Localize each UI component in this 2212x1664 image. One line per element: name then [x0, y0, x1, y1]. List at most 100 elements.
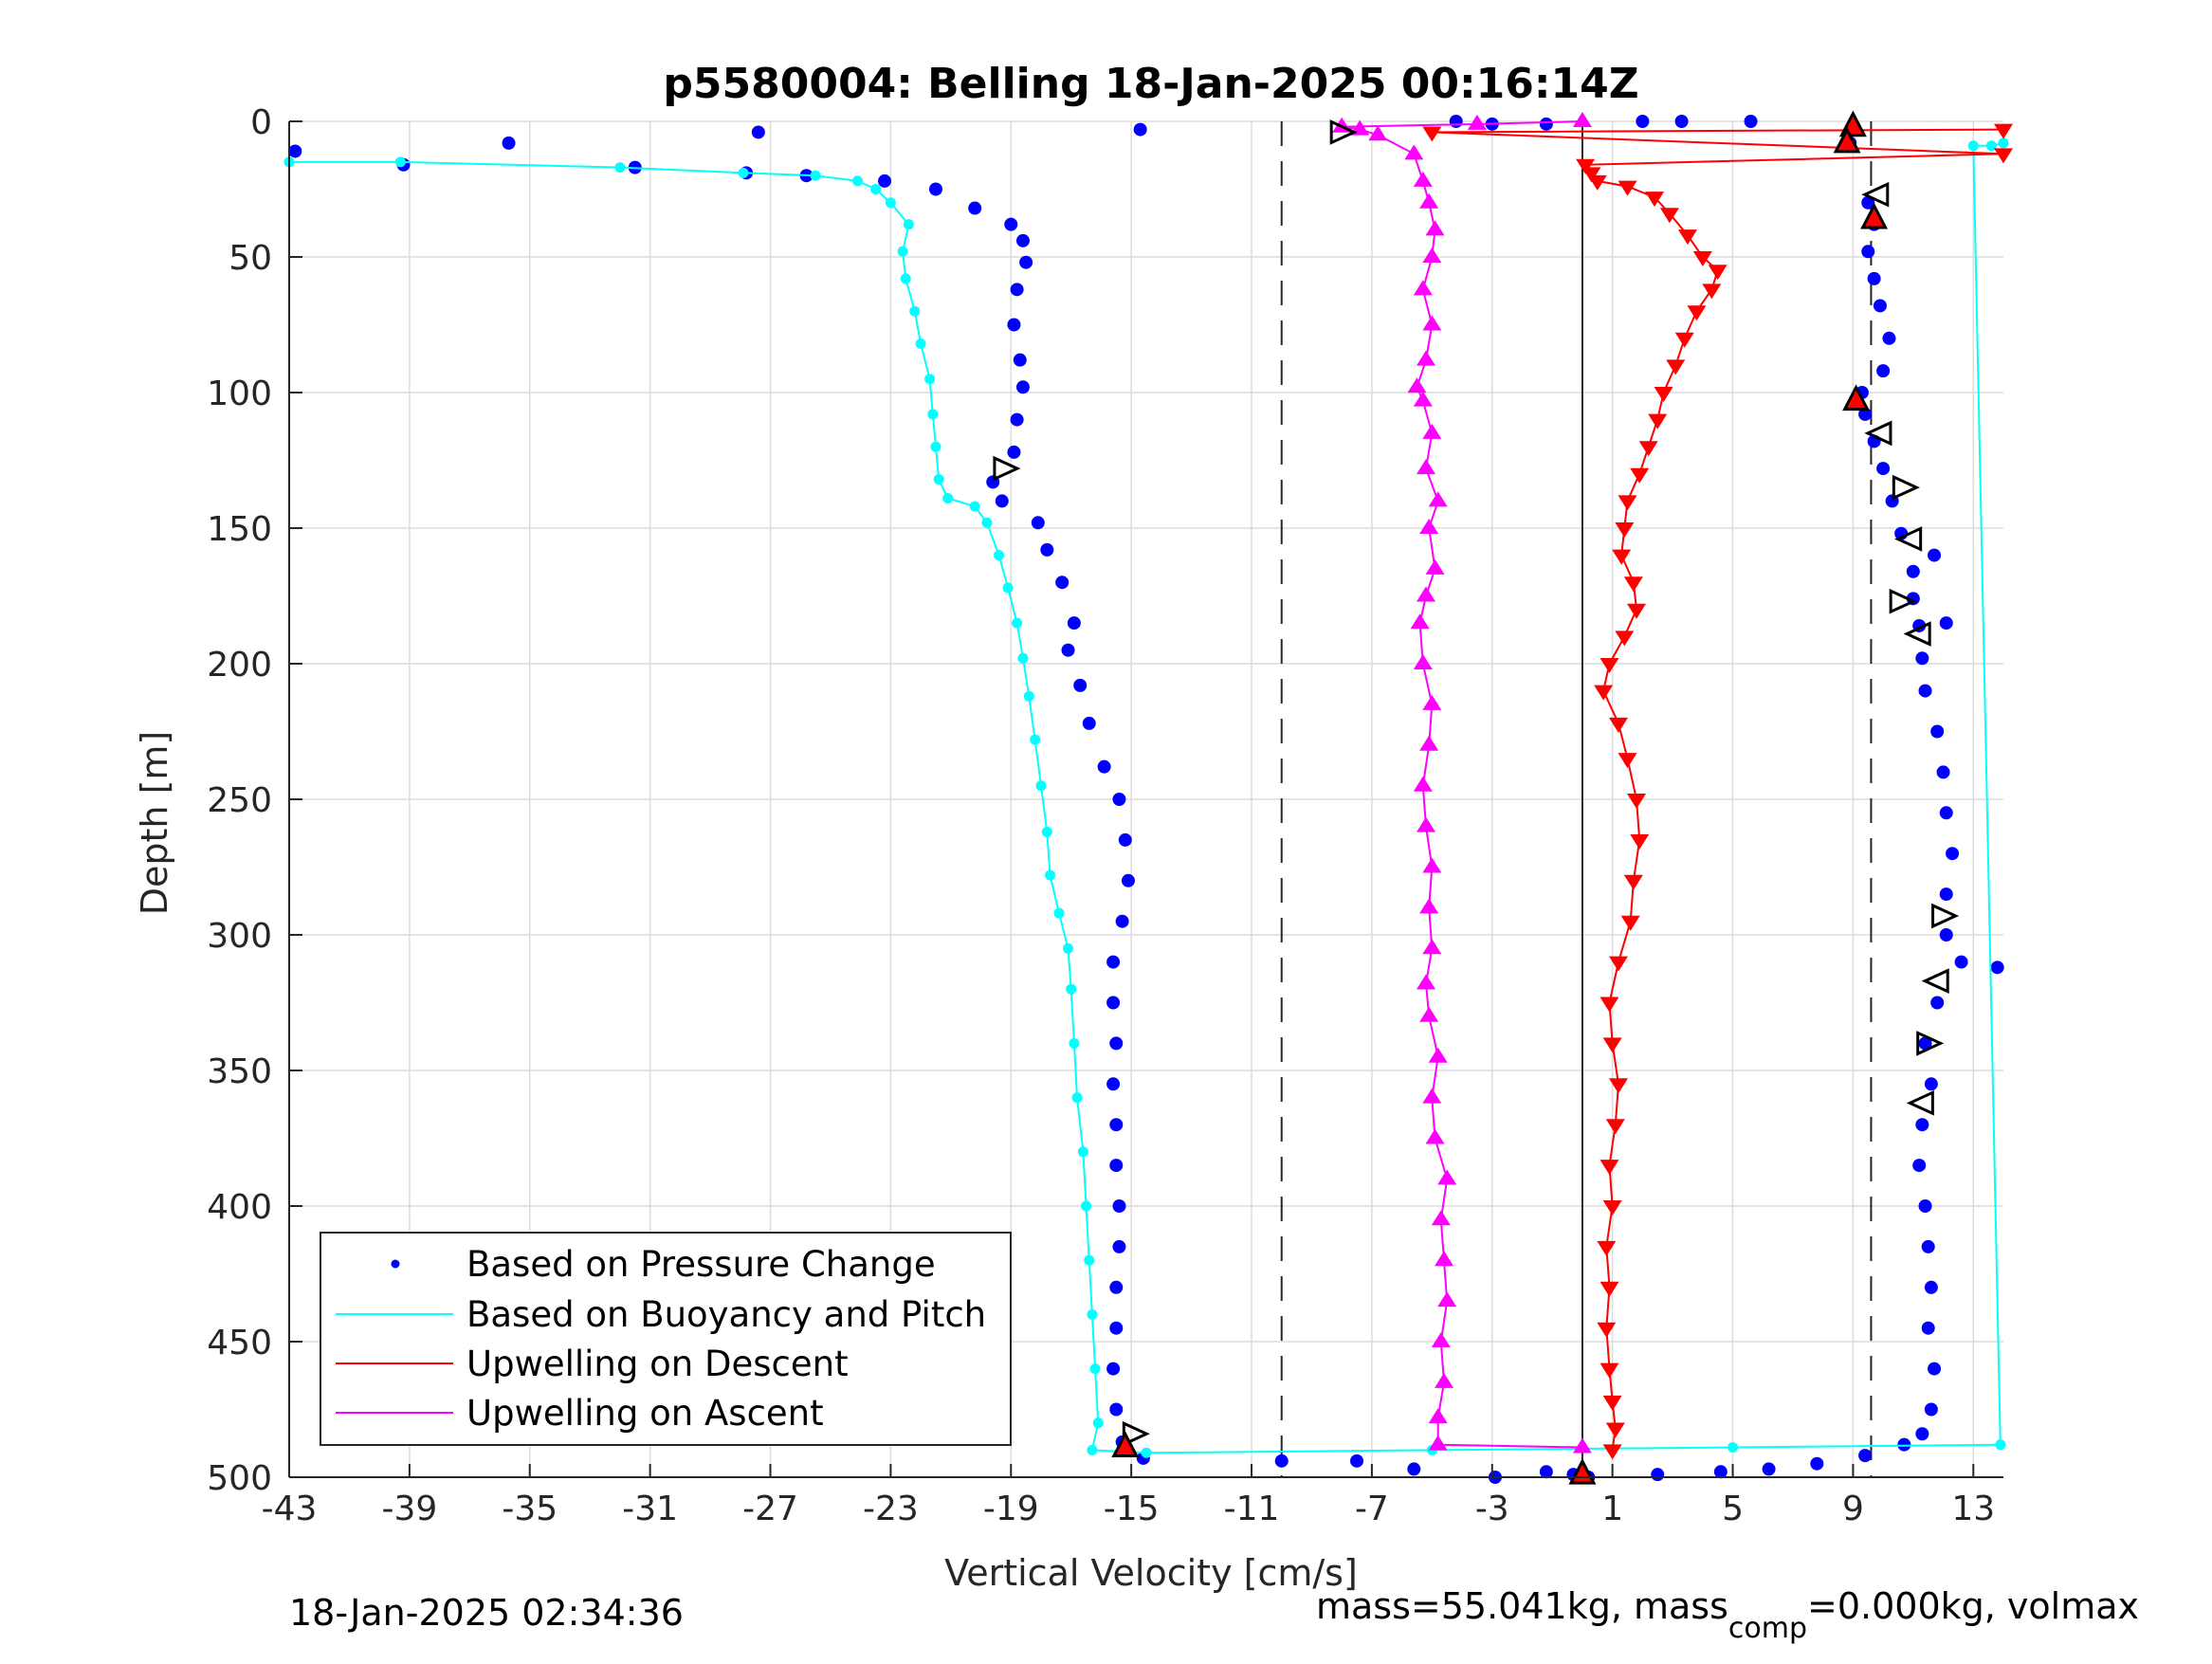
legend-label-pressure: Based on Pressure Change [466, 1244, 936, 1285]
y-tick-label: 150 [207, 510, 272, 549]
data-point-pressure [1097, 759, 1111, 774]
data-point-descent [1659, 208, 1679, 224]
data-point-pressure [968, 201, 982, 215]
data-point-buoyancy [870, 184, 882, 194]
data-point-pressure [1810, 1456, 1824, 1471]
data-point-buoyancy [1077, 1146, 1088, 1158]
data-point-pressure [502, 136, 516, 150]
data-point-pressure [1930, 996, 1945, 1010]
data-point-ascent [1422, 247, 1442, 263]
data-point-pressure [1861, 195, 1875, 210]
data-point-pressure [1106, 996, 1121, 1010]
data-point-pressure [1762, 1462, 1776, 1476]
y-tick-label: 0 [250, 103, 272, 142]
data-point-buoyancy [1023, 690, 1034, 702]
open-triangle-marker [1931, 903, 1960, 929]
data-point-descent [1597, 1322, 1617, 1338]
data-point-ascent [1435, 1251, 1454, 1267]
data-point-ascent [1422, 857, 1442, 873]
data-point-pressure [1015, 233, 1030, 247]
data-point-pressure [1921, 1321, 1935, 1335]
data-point-buoyancy [614, 162, 626, 174]
data-point-ascent [1435, 1372, 1454, 1388]
data-point-descent [1618, 495, 1637, 511]
open-triangle-marker [1921, 968, 1949, 994]
data-point-pressure [1109, 1402, 1124, 1417]
data-point-ascent [1422, 694, 1442, 710]
open-triangle-marker [993, 455, 1021, 482]
data-point-pressure [1073, 678, 1088, 692]
data-point-descent [1422, 126, 1442, 142]
open-triangle-marker [1864, 420, 1892, 447]
data-point-descent [1602, 1200, 1622, 1216]
legend-label-buoyancy: Based on Buoyancy and Pitch [466, 1294, 986, 1335]
data-point-buoyancy [1087, 1444, 1098, 1455]
x-tick-label: -35 [502, 1490, 558, 1528]
data-point-pressure [1867, 271, 1881, 285]
footer-mass-text: mass=55.041kg, masscomp=0.000kg, volmax [1316, 1585, 2139, 1645]
data-point-ascent [1467, 114, 1487, 130]
data-point-descent [1600, 1281, 1619, 1297]
data-point-buoyancy [1081, 1200, 1092, 1212]
x-tick-label: -3 [1475, 1490, 1509, 1528]
y-axis-label: Depth [m] [134, 731, 175, 916]
data-point-pressure [1539, 1465, 1553, 1479]
data-point-descent [1615, 631, 1635, 647]
data-point-ascent [1422, 315, 1442, 331]
data-point-buoyancy [900, 273, 911, 284]
data-point-pressure [1936, 765, 1950, 779]
data-point-pressure [1873, 299, 1887, 313]
data-point-ascent [1419, 192, 1439, 209]
data-point-buoyancy [1967, 140, 1979, 152]
data-point-descent [1602, 1037, 1622, 1053]
legend-swatch-pressure [391, 1259, 400, 1269]
data-point-pressure [1539, 117, 1553, 131]
data-point-ascent [1422, 423, 1442, 439]
x-tick-label: -43 [262, 1490, 318, 1528]
x-tick-label: 1 [1601, 1490, 1623, 1528]
data-point-descent [1687, 305, 1707, 321]
data-point-buoyancy [933, 474, 944, 485]
data-point-pressure [878, 174, 892, 188]
data-point-pressure [1109, 1321, 1124, 1335]
data-point-descent [1666, 359, 1686, 375]
data-point-ascent [1572, 112, 1592, 127]
data-point-descent [1674, 332, 1694, 348]
data-point-pressure [1109, 1280, 1124, 1294]
data-point-pressure [1876, 462, 1891, 476]
data-point-descent [1608, 717, 1628, 733]
data-point-pressure [1106, 955, 1121, 969]
data-point-pressure [751, 125, 765, 139]
open-triangle-marker [1889, 588, 1917, 614]
data-point-buoyancy [1066, 983, 1077, 995]
data-point-ascent [1413, 776, 1433, 792]
data-point-ascent [1413, 654, 1433, 669]
data-point-descent [1594, 685, 1614, 701]
data-point-buoyancy [851, 175, 863, 187]
data-point-pressure [1924, 1077, 1938, 1091]
data-point-pressure [1915, 651, 1929, 666]
data-point-ascent [1425, 220, 1445, 236]
data-point-descent [1620, 915, 1640, 931]
data-point-pressure [1007, 445, 1021, 459]
open-triangle-marker [1861, 181, 1890, 208]
data-point-ascent [1413, 171, 1433, 187]
data-point-buoyancy [1089, 1363, 1101, 1375]
data-point-pressure [1921, 1239, 1935, 1253]
data-point-descent [1600, 658, 1619, 673]
data-point-descent [1581, 167, 1601, 183]
data-point-buoyancy [981, 517, 993, 528]
data-point-pressure [1015, 380, 1030, 394]
data-point-buoyancy [927, 409, 939, 420]
data-point-buoyancy [1030, 734, 1041, 745]
data-point-pressure [1407, 1462, 1421, 1476]
data-point-buoyancy [1063, 942, 1074, 954]
data-point-pressure [1010, 412, 1024, 427]
y-tick-label: 250 [207, 781, 272, 820]
data-point-buoyancy [1044, 869, 1055, 881]
data-point-pressure [1876, 364, 1891, 378]
data-point-pressure [1954, 955, 1968, 969]
data-point-buoyancy [1084, 1254, 1095, 1266]
